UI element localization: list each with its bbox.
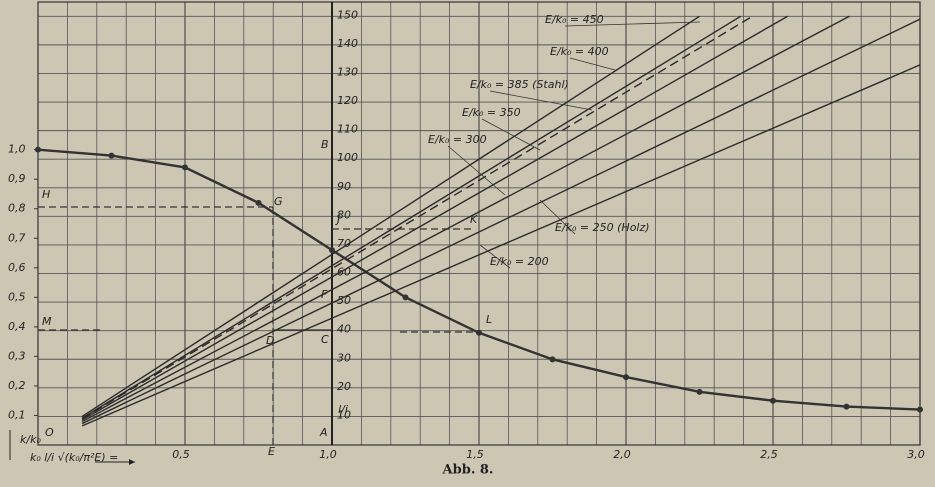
y2-tick-label: 140 [337, 37, 358, 50]
line-label: E/k₀ = 200 [490, 255, 549, 268]
y-tick-label: 0,5 [8, 290, 26, 303]
y2-tick-label: 70 [337, 237, 351, 250]
x-tick-label: 2,5 [760, 448, 778, 461]
y-tick-label: 0,7 [8, 231, 26, 244]
point-label: O [45, 426, 54, 439]
curve-point [549, 356, 556, 363]
y-tick-label: 0,9 [8, 172, 26, 185]
curve-point [696, 388, 703, 395]
slenderness-line [81, 18, 921, 425]
y2-tick-label: 50 [337, 294, 351, 307]
y2-tick-label: 110 [337, 123, 358, 136]
y-axis-label: k/k₀ [20, 433, 41, 446]
y2-tick-label: 20 [337, 380, 351, 393]
line-label: E/k₀ = 400 [550, 45, 609, 58]
y-tick-label: 0,6 [8, 261, 26, 274]
y-tick-label: 1,0 [8, 143, 26, 156]
x-tick-label: 1,0 [319, 448, 337, 461]
x-tick-label: 0,5 [172, 448, 190, 461]
y2-tick-label: 10 [337, 408, 351, 421]
curve-point [108, 152, 115, 159]
point-label: D [266, 334, 274, 347]
slenderness-line [81, 15, 700, 418]
curve-point [35, 146, 41, 153]
x-tick-label: 3,0 [907, 448, 925, 461]
point-label: E [268, 445, 275, 458]
caption: Abb. 8. [442, 463, 494, 478]
leader-line [479, 244, 511, 269]
curve-point [255, 199, 262, 206]
x-tick-label: 2,0 [613, 448, 631, 461]
line-label: E/k₀ = 300 [428, 133, 487, 146]
slenderness-line [81, 15, 742, 419]
curve-point [770, 397, 776, 404]
y-tick-label: 0,4 [8, 320, 26, 333]
y-tick-label: 0,1 [8, 408, 26, 421]
y-tick-label: 0,8 [8, 202, 26, 215]
y2-tick-label: 100 [337, 151, 358, 164]
point-label: H [42, 188, 50, 201]
plot-frame [37, 1, 921, 446]
curve-point [182, 164, 188, 171]
x-arrowhead [129, 459, 135, 465]
point-label: K [470, 213, 478, 226]
leader-line [539, 199, 576, 235]
curve-point [476, 329, 482, 336]
point-label: C [321, 333, 329, 346]
curve-point [402, 294, 409, 301]
point-label: J [335, 213, 340, 226]
slenderness-line [81, 64, 921, 427]
y2-tick-label: 80 [337, 208, 351, 221]
y2-tick-label: 150 [337, 8, 358, 21]
leader-line [564, 21, 701, 27]
y-tick-label: 0,2 [8, 379, 26, 392]
point-label: G [274, 195, 283, 208]
leader-line [569, 57, 616, 71]
point-label: L [486, 313, 492, 326]
x-axis-label: k₀ l/i √(k₀/π²E) = [30, 451, 118, 464]
y-tick-label: 0,3 [8, 349, 26, 362]
y2-tick-label: 90 [337, 180, 351, 193]
curve-point [623, 374, 629, 381]
leader-line [489, 90, 593, 111]
leader-line [481, 118, 541, 151]
curve-point [917, 406, 923, 413]
point-label: M [42, 315, 52, 328]
line-label: E/k₀ = 250 (Holz) [555, 221, 650, 234]
line-label: E/k₀ = 385 (Stahl) [470, 78, 569, 91]
line-label: E/k₀ = 350 [462, 106, 521, 119]
slenderness-line [81, 15, 753, 420]
point-label: F [321, 288, 328, 301]
y2-tick-label: 30 [337, 351, 351, 364]
curve-point [329, 247, 335, 254]
y2-axis-label: l/i [338, 403, 348, 416]
curve-point [843, 403, 850, 410]
y2-tick-label: 130 [337, 65, 358, 78]
slenderness-line [81, 15, 850, 423]
y2-tick-label: 120 [337, 94, 358, 107]
line-label: E/k₀ = 450 [545, 13, 604, 26]
leader-line [447, 145, 506, 196]
point-label: B [321, 138, 329, 151]
y2-tick-label: 40 [337, 323, 351, 336]
slenderness-line [81, 15, 789, 421]
point-label: A [319, 426, 328, 439]
x-tick-label: 1,5 [466, 448, 484, 461]
